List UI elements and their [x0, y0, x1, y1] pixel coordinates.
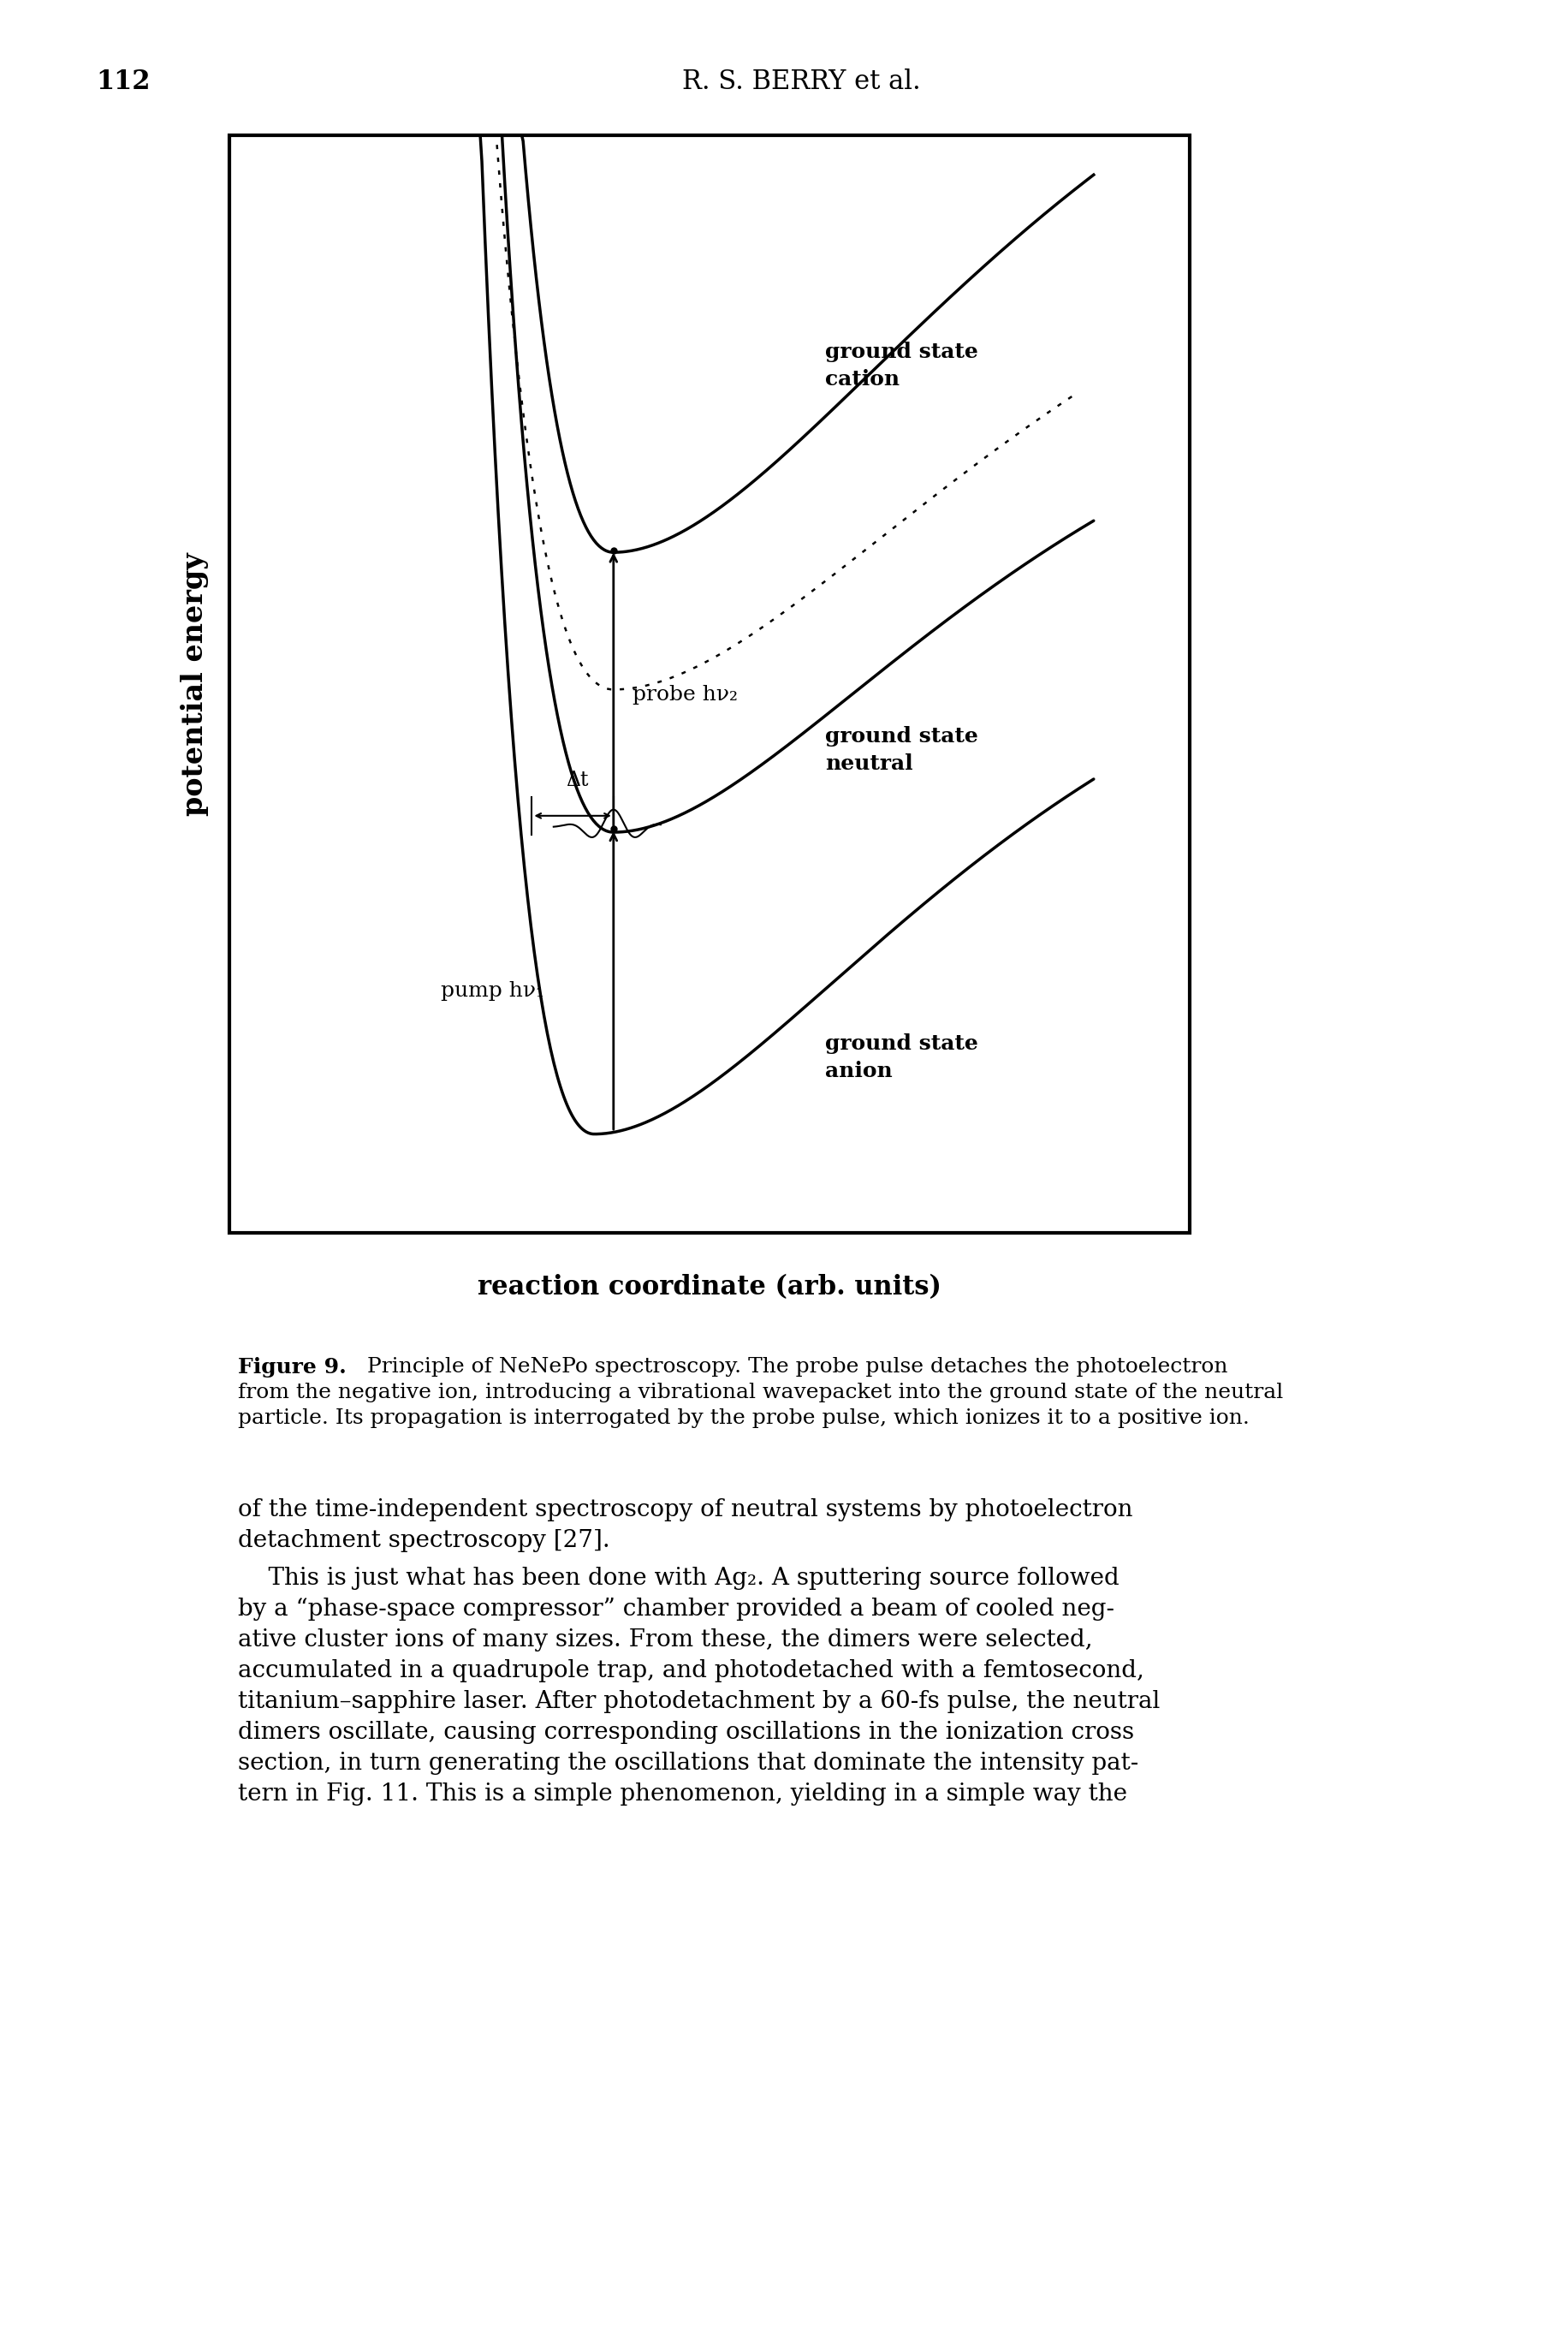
Bar	[229, 135, 1189, 1233]
Text: 112: 112	[96, 67, 151, 95]
Text: ground state
cation: ground state cation	[825, 342, 977, 389]
Text: tern in Fig. 11. This is a simple phenomenon, yielding in a simple way the: tern in Fig. 11. This is a simple phenom…	[238, 1782, 1126, 1806]
Text: dimers oscillate, causing corresponding oscillations in the ionization cross: dimers oscillate, causing corresponding …	[238, 1722, 1134, 1743]
Text: detachment spectroscopy [27].: detachment spectroscopy [27].	[238, 1529, 610, 1552]
Text: reaction coordinate (arb. units): reaction coordinate (arb. units)	[477, 1273, 941, 1301]
Text: accumulated in a quadrupole trap, and photodetached with a femtosecond,: accumulated in a quadrupole trap, and ph…	[238, 1659, 1143, 1682]
Text: pump hν₁: pump hν₁	[441, 982, 544, 1001]
Text: Principle of NeNePo spectroscopy. The probe pulse detaches the photoelectron: Principle of NeNePo spectroscopy. The pr…	[353, 1357, 1228, 1378]
Text: ative cluster ions of many sizes. From these, the dimers were selected,: ative cluster ions of many sizes. From t…	[238, 1629, 1091, 1652]
Text: Figure 9.: Figure 9.	[238, 1357, 347, 1378]
Text: by a “phase-space compressor” chamber provided a beam of cooled neg-: by a “phase-space compressor” chamber pr…	[238, 1599, 1113, 1620]
Text: ground state
neutral: ground state neutral	[825, 726, 977, 773]
Text: particle. Its propagation is interrogated by the probe pulse, which ionizes it t: particle. Its propagation is interrogate…	[238, 1408, 1248, 1429]
Text: of the time-independent spectroscopy of neutral systems by photoelectron: of the time-independent spectroscopy of …	[238, 1499, 1132, 1522]
Text: This is just what has been done with Ag₂. A sputtering source followed: This is just what has been done with Ag₂…	[238, 1566, 1118, 1589]
Text: section, in turn generating the oscillations that dominate the intensity pat-: section, in turn generating the oscillat…	[238, 1752, 1138, 1776]
Text: ground state
anion: ground state anion	[825, 1033, 977, 1082]
Text: probe hν₂: probe hν₂	[632, 684, 737, 705]
Text: R. S. BERRY et al.: R. S. BERRY et al.	[682, 67, 920, 95]
Text: titanium–sapphire laser. After photodetachment by a 60-fs pulse, the neutral: titanium–sapphire laser. After photodeta…	[238, 1689, 1159, 1713]
Text: Δt: Δt	[564, 770, 588, 791]
Text: potential energy: potential energy	[180, 551, 209, 817]
Text: from the negative ion, introducing a vibrational wavepacket into the ground stat: from the negative ion, introducing a vib…	[238, 1382, 1283, 1403]
